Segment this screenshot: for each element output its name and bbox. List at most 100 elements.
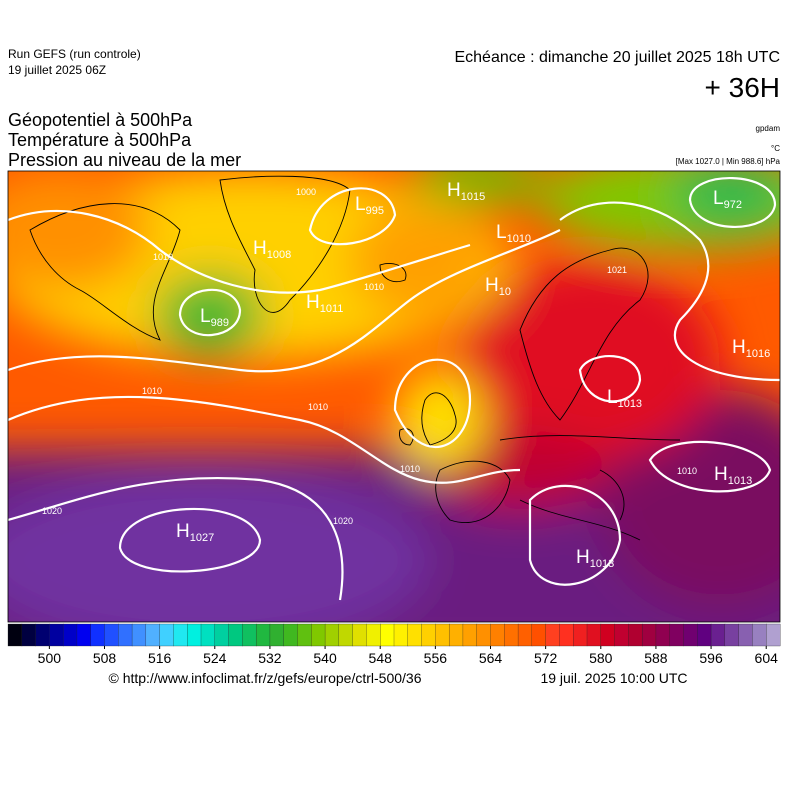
pressure-range: [Max 1027.0 | Min 988.6] hPa <box>676 157 781 166</box>
colorbar-swatch <box>49 623 64 647</box>
colorbar-swatch <box>614 623 629 647</box>
unit: gpdam <box>756 124 781 133</box>
pressure-center: H1013 <box>576 547 614 570</box>
colorbar-tick-label: 540 <box>313 650 337 666</box>
colorbar-tick-label: 508 <box>93 650 117 666</box>
pressure-center: H1008 <box>253 238 291 261</box>
colorbar-swatch <box>269 623 285 647</box>
colorbar-tick-label: 516 <box>148 650 172 666</box>
unit: °C <box>771 144 780 153</box>
pressure-center: H1027 <box>176 521 214 544</box>
colorbar-swatch <box>159 623 174 647</box>
colorbar-tick-label: 604 <box>755 650 779 666</box>
colorbar-swatch <box>62 623 78 647</box>
isobar-label: 1021 <box>607 265 627 275</box>
isobar-label: 1010 <box>400 464 420 474</box>
colorbar-swatch <box>90 623 105 647</box>
isobar-label: 1020 <box>42 506 62 516</box>
colorbar-swatch <box>187 623 202 647</box>
colorbar-swatch <box>118 623 133 647</box>
title: Température à 500hPa <box>8 130 192 150</box>
colorbar-tick-label: 588 <box>644 650 668 666</box>
colorbar-swatch <box>104 623 119 647</box>
isobar-label: 1010 <box>364 282 384 292</box>
forecast-time: Echéance : dimanche 20 juillet 2025 18h … <box>454 49 780 66</box>
colorbar-tick-label: 596 <box>699 650 723 666</box>
map: L989 H1027 L995 H1015 L1010 H1008 H1011 … <box>8 171 780 622</box>
colorbar-swatch <box>393 623 409 647</box>
colorbar-swatch <box>766 623 781 647</box>
colorbar-swatch <box>352 623 367 647</box>
colorbar-tick-label: 524 <box>203 650 227 666</box>
colorbar-swatch <box>145 623 161 647</box>
colorbar-swatch <box>311 623 326 647</box>
colorbar-swatch <box>131 623 147 647</box>
colorbar-swatch <box>462 623 478 647</box>
colorbar-swatch <box>517 623 533 647</box>
colorbar-swatch <box>214 623 230 647</box>
pressure-center: H10 <box>485 275 511 298</box>
colorbar-swatch <box>545 623 560 647</box>
colorbar-tick-label: 580 <box>589 650 613 666</box>
isobar-label: 1010 <box>308 402 328 412</box>
colorbar-swatch <box>435 623 450 647</box>
colorbar-swatch <box>490 623 505 647</box>
colorbar-swatch <box>380 623 395 647</box>
colorbar-swatch <box>297 623 312 647</box>
colorbar: 500 508 516 524 532 540 548 556 564 572 580 588 596 6… <box>7 623 781 666</box>
pressure-center: L989 <box>200 306 229 329</box>
run: Run GEFS (run controle) <box>8 47 141 61</box>
run-date: 19 juillet 2025 06Z <box>8 63 106 77</box>
colorbar-swatch <box>476 623 491 647</box>
colorbar-swatch <box>724 623 740 647</box>
colorbar-tick-label: 500 <box>38 650 62 666</box>
colorbar-swatch <box>421 623 436 647</box>
pressure-center: L1013 <box>607 387 642 410</box>
isobar-label: 1010 <box>153 252 173 262</box>
colorbar-swatch <box>7 623 23 647</box>
isobar-label: 1010 <box>142 386 162 396</box>
colorbar-swatch <box>76 623 92 647</box>
issued: 19 juil. 2025 10:00 UTC <box>540 670 687 686</box>
colorbar-swatch <box>366 623 381 647</box>
pressure-center: H1016 <box>732 337 770 360</box>
colorbar-swatch <box>683 623 698 647</box>
pressure-center: H1015 <box>447 180 485 203</box>
colorbar-swatch <box>752 623 767 647</box>
pressure-center: L972 <box>713 188 742 211</box>
colorbar-swatch <box>641 623 657 647</box>
colorbar-swatch <box>338 623 354 647</box>
colorbar-swatch <box>504 623 519 647</box>
colorbar-swatch <box>173 623 188 647</box>
colorbar-swatch <box>669 623 684 647</box>
isobar-label: 1000 <box>296 187 316 197</box>
pressure-center: L995 <box>355 194 384 217</box>
colorbar-swatch <box>697 623 712 647</box>
colorbar-swatch <box>531 623 547 647</box>
pressure-center: L1010 <box>496 222 531 245</box>
colorbar-tick-label: 548 <box>369 650 393 666</box>
title: Géopotentiel à 500hPa <box>8 110 193 130</box>
isobar-label: 1010 <box>677 466 697 476</box>
colorbar-swatch <box>324 623 340 647</box>
colorbar-swatch <box>255 623 271 647</box>
colorbar-tick-label: 556 <box>424 650 448 666</box>
colorbar-swatch <box>228 623 243 647</box>
colorbar-swatch <box>710 623 726 647</box>
lead-time: + 36H <box>705 72 781 103</box>
colorbar-swatch <box>600 623 616 647</box>
colorbar-swatch <box>448 623 464 647</box>
pressure-center: H1011 <box>306 292 343 315</box>
colorbar-swatch <box>655 623 671 647</box>
isobar-label: 1020 <box>333 516 353 526</box>
pressure-center: H1013 <box>714 464 752 487</box>
colorbar-tick-label: 532 <box>258 650 282 666</box>
colorbar-swatch <box>21 623 37 647</box>
colorbar-swatch <box>628 623 643 647</box>
colorbar-swatch <box>200 623 216 647</box>
colorbar-swatch <box>35 623 50 647</box>
colorbar-tick-label: 564 <box>479 650 503 666</box>
colorbar-swatch <box>283 623 298 647</box>
title: Pression au niveau de la mer <box>8 150 241 170</box>
